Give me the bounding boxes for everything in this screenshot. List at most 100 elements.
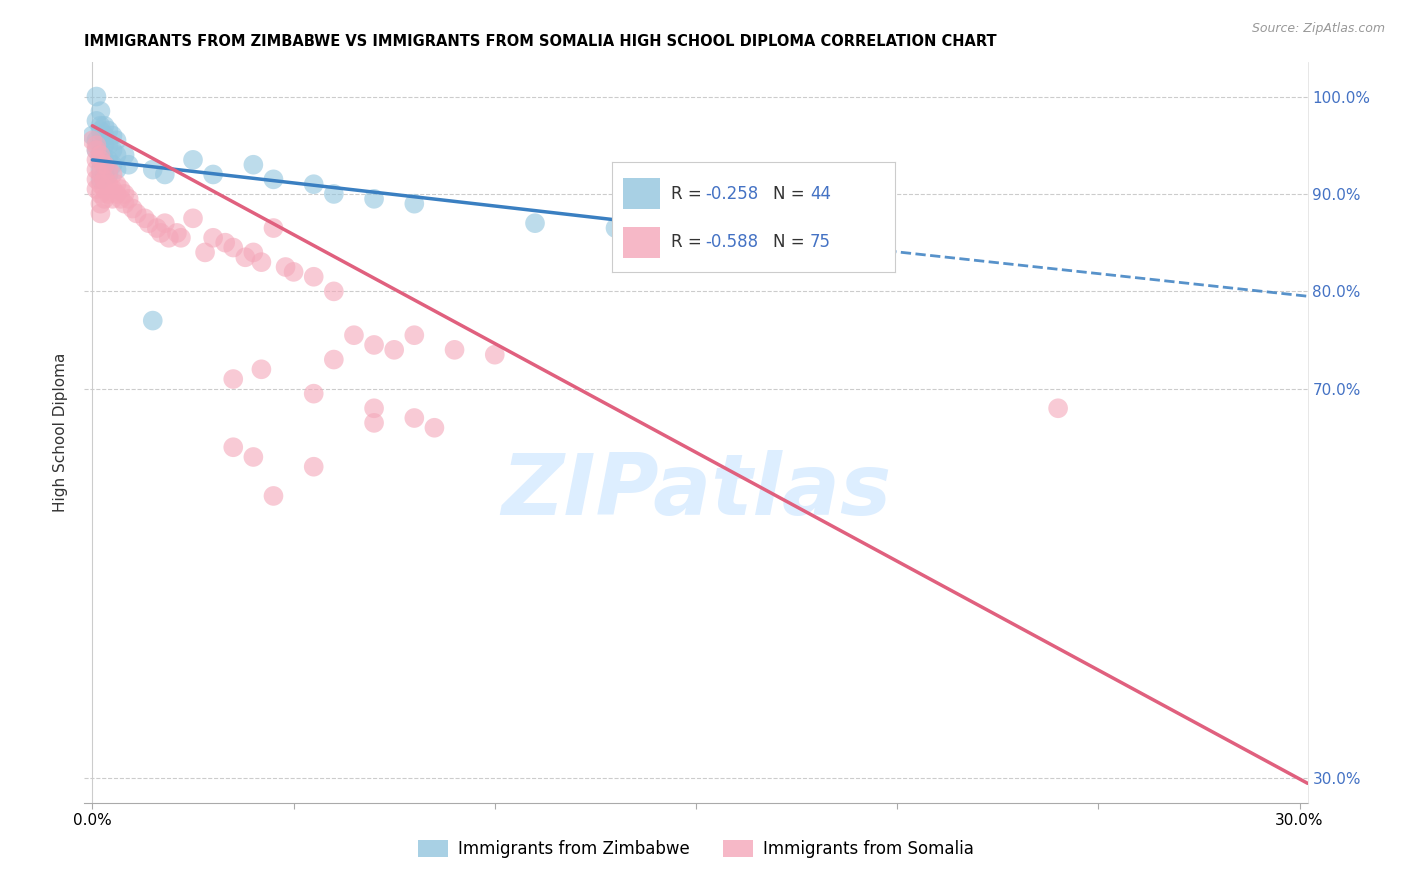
Point [89,172,111,186]
Text: IMMIGRANTS FROM ZIMBABWE VS IMMIGRANTS FROM SOMALIA HIGH SCHOOL DIPLOMA CORRELAT: IMMIGRANTS FROM ZIMBABWE VS IMMIGRANTS F… [84,34,997,49]
Point [263,489,285,503]
Point [146,221,169,235]
Point [93,172,115,186]
Point [233,250,256,264]
Point [222,440,245,454]
Point [363,401,385,416]
Point [101,158,124,172]
Point [89,153,111,167]
Point [89,206,111,220]
Point [149,226,172,240]
Point [181,211,204,226]
Point [142,162,165,177]
Point [110,182,132,196]
Point [89,162,111,177]
Point [86,182,108,196]
Point [89,153,111,167]
Point [605,221,627,235]
Point [242,245,264,260]
Point [97,186,120,201]
Point [101,192,124,206]
Text: ZIPatlas: ZIPatlas [501,450,891,533]
Point [363,338,385,352]
Point [202,168,225,182]
Point [86,143,108,157]
Point [242,158,264,172]
Point [222,240,245,255]
Point [89,186,111,201]
Point [142,313,165,327]
Point [343,328,366,343]
Point [302,269,325,284]
Point [125,206,148,220]
Text: R =: R = [671,185,707,202]
Point [97,178,120,192]
Point [101,168,124,182]
Text: N =: N = [773,185,810,202]
Point [86,143,108,157]
Point [89,119,111,133]
Point [363,416,385,430]
Point [86,162,108,177]
Point [250,255,273,269]
Point [97,153,120,167]
Text: 44: 44 [810,185,831,202]
Text: Source: ZipAtlas.com: Source: ZipAtlas.com [1251,22,1385,36]
Point [302,459,325,474]
Point [93,182,115,196]
Point [404,196,426,211]
Point [86,153,108,167]
Point [825,196,848,211]
Text: 75: 75 [810,233,831,252]
Point [97,138,120,153]
Point [443,343,465,357]
Point [82,128,104,143]
Point [93,168,115,182]
Point [105,148,128,162]
Legend: Immigrants from Zimbabwe, Immigrants from Somalia: Immigrants from Zimbabwe, Immigrants fro… [412,833,980,865]
Point [89,168,111,182]
Point [93,138,115,153]
Point [484,348,506,362]
Point [86,138,108,153]
Point [114,148,136,162]
Point [274,260,297,274]
Point [138,216,160,230]
Point [114,196,136,211]
Point [93,192,115,206]
Point [153,168,176,182]
Point [202,231,225,245]
Point [101,143,124,157]
Point [121,202,143,216]
Point [153,216,176,230]
Point [93,158,115,172]
Point [263,221,285,235]
Point [382,343,405,357]
Point [105,133,128,147]
Point [242,450,264,464]
Point [117,192,139,206]
Point [89,178,111,192]
Point [363,192,385,206]
Bar [623,227,659,258]
Point [302,386,325,401]
Point [250,362,273,376]
Point [89,143,111,157]
Point [105,186,128,201]
Point [423,421,446,435]
Point [214,235,236,250]
Point [170,231,193,245]
Point [89,104,111,119]
Point [404,411,426,425]
Text: -0.258: -0.258 [704,185,758,202]
Point [101,182,124,196]
Point [89,196,111,211]
Point [101,128,124,143]
Point [194,245,217,260]
Text: -0.588: -0.588 [704,233,758,252]
Point [97,168,120,182]
Point [1047,401,1070,416]
Point [110,192,132,206]
Point [322,186,344,201]
Point [93,153,115,167]
